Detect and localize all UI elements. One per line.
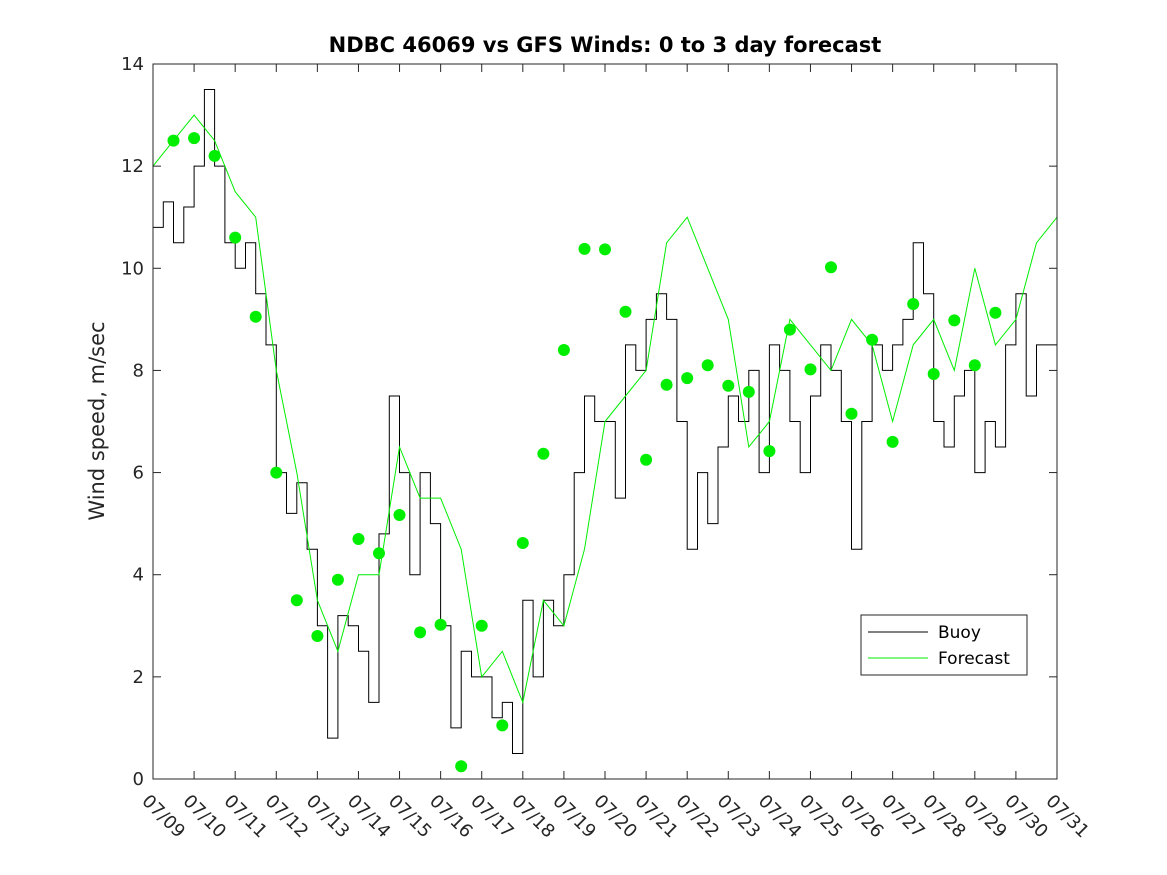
forecast-point	[393, 509, 406, 521]
legend: Buoy Forecast	[860, 614, 1028, 676]
forecast-point	[619, 305, 632, 318]
forecast-line	[152, 114, 1058, 705]
forecast-point	[578, 242, 591, 255]
chart-title: NDBC 46069 vs GFS Winds: 0 to 3 day fore…	[329, 33, 882, 57]
forecast-point	[783, 323, 796, 336]
forecast-point	[557, 344, 570, 356]
forecast-point	[352, 533, 365, 545]
y-tick-label: 12	[121, 156, 144, 177]
forecast-point	[660, 378, 673, 391]
forecast-point	[968, 359, 981, 372]
y-tick-label: 8	[133, 360, 144, 381]
y-tick-label: 14	[121, 54, 144, 75]
forecast-point	[311, 630, 324, 642]
forecast-point	[845, 407, 858, 420]
forecast-point	[742, 385, 755, 398]
forecast-point	[188, 132, 201, 145]
y-tick-label: 0	[133, 769, 144, 790]
forecast-point	[701, 359, 714, 372]
forecast-point	[599, 243, 611, 256]
legend-label-forecast: Forecast	[938, 649, 1010, 669]
forecast-point	[434, 618, 447, 631]
plot-area	[152, 89, 1058, 773]
y-tick-label: 6	[133, 463, 144, 484]
forecast-point	[640, 453, 653, 466]
forecast-point	[907, 298, 920, 310]
forecast-point	[722, 379, 735, 392]
forecast-point	[516, 537, 529, 549]
forecast-point	[948, 314, 961, 327]
y-axis-label: Wind speed, m/sec	[85, 321, 109, 520]
forecast-point	[763, 445, 776, 458]
forecast-point	[866, 333, 879, 346]
forecast-point	[496, 719, 509, 732]
legend-box	[860, 614, 1028, 676]
forecast-point	[290, 594, 303, 607]
forecast-point	[249, 310, 262, 323]
forecast-point	[270, 466, 283, 479]
y-tick-label: 2	[133, 667, 144, 688]
forecast-point	[927, 368, 940, 380]
forecast-point	[373, 547, 385, 560]
forecast-point	[537, 447, 550, 460]
forecast-point	[989, 306, 1002, 319]
forecast-point	[804, 363, 817, 376]
forecast-point	[681, 372, 694, 385]
legend-label-buoy: Buoy	[938, 623, 981, 643]
y-tick-label: 10	[121, 258, 144, 279]
forecast-point	[414, 626, 427, 639]
y-tick-label: 4	[133, 565, 144, 586]
forecast-point	[331, 573, 344, 586]
forecast-point	[208, 149, 221, 162]
forecast-point	[825, 261, 837, 274]
forecast-point	[475, 619, 488, 632]
forecast-point	[167, 134, 180, 147]
y-axis-ticks: 0 2 4 6 8 10 12 14	[121, 54, 1057, 790]
forecast-point	[886, 435, 899, 448]
buoy-line	[153, 89, 1058, 754]
forecast-point	[455, 760, 468, 773]
forecast-point	[229, 231, 242, 244]
